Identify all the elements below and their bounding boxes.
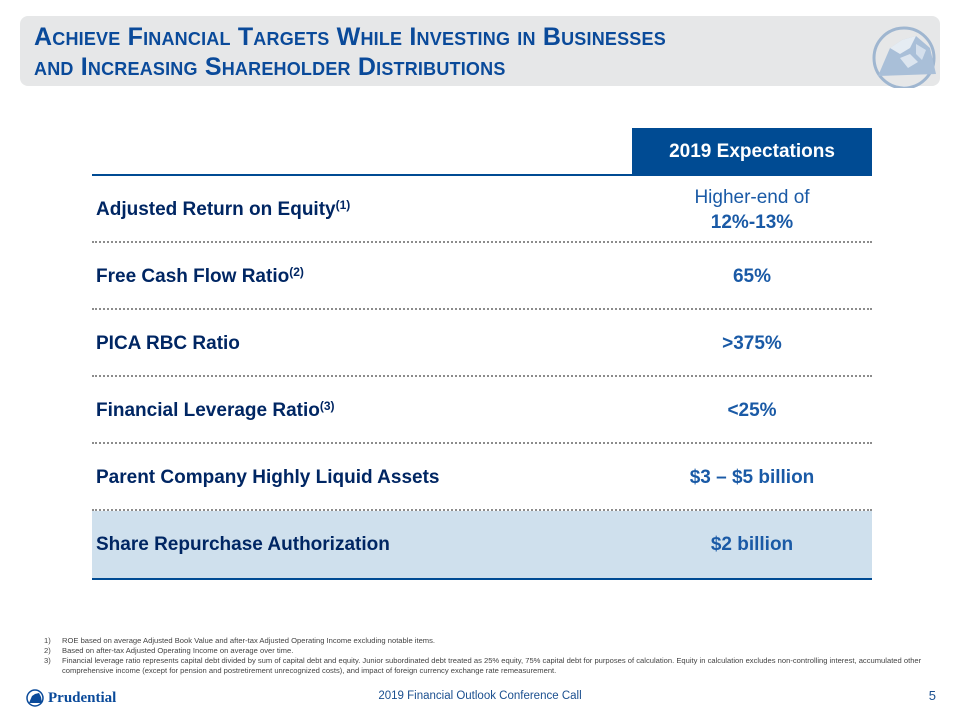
- dotted-divider: [92, 241, 872, 243]
- row-label: Parent Company Highly Liquid Assets: [96, 467, 440, 488]
- dotted-divider: [92, 308, 872, 310]
- table-row: Parent Company Highly Liquid Assets $3 –…: [92, 444, 872, 511]
- page-title: Achieve Financial Targets While Investin…: [34, 22, 854, 82]
- footnote: 3) Financial leverage ratio represents ca…: [44, 656, 922, 675]
- rock-of-gibraltar-icon: [872, 26, 936, 88]
- row-label: Share Repurchase Authorization: [96, 534, 390, 555]
- expectations-table: 2019 Expectations Adjusted Return on Equ…: [92, 128, 872, 580]
- table-bottom-divider: [92, 578, 872, 580]
- table-row: PICA RBC Ratio >375%: [92, 310, 872, 377]
- title-bar: [20, 16, 940, 86]
- table-row: Adjusted Return on Equity(1) Higher-end …: [92, 176, 872, 243]
- row-label: PICA RBC Ratio: [96, 333, 240, 354]
- table-header-row: 2019 Expectations: [92, 128, 872, 176]
- row-value: $3 – $5 billion: [689, 467, 815, 488]
- page-title-line2: and Increasing Shareholder Distributions: [34, 53, 506, 81]
- table-header-cell: 2019 Expectations: [632, 128, 872, 176]
- row-label: Financial Leverage Ratio(3): [96, 399, 335, 421]
- row-value: $2 billion: [710, 534, 794, 555]
- page-title-line1: Achieve Financial Targets While Investin…: [34, 23, 666, 51]
- row-value: 65%: [732, 266, 772, 287]
- page-number: 5: [928, 688, 936, 703]
- footer-title: 2019 Financial Outlook Conference Call: [378, 690, 582, 702]
- row-value: <25%: [727, 400, 777, 421]
- row-label: Adjusted Return on Equity(1): [96, 198, 351, 220]
- table-row: Free Cash Flow Ratio(2) 65%: [92, 243, 872, 310]
- dotted-divider: [92, 375, 872, 377]
- dotted-divider: [92, 442, 872, 444]
- row-value: Higher-end of 12%-13%: [694, 186, 810, 233]
- footnotes: 1) ROE based on average Adjusted Book Val…: [44, 636, 944, 676]
- header-divider: [92, 174, 872, 176]
- rock-logo-icon: [26, 689, 44, 707]
- row-label: Free Cash Flow Ratio(2): [96, 265, 304, 287]
- prudential-logo: Prudential: [26, 686, 136, 710]
- row-value: >375%: [722, 333, 782, 354]
- table-row: Financial Leverage Ratio(3) <25%: [92, 377, 872, 444]
- footnote: 1) ROE based on average Adjusted Book Val…: [44, 636, 436, 645]
- brand-name: Prudential: [48, 689, 117, 706]
- footnote: 2) Based on after-tax Adjusted Operating …: [44, 646, 294, 655]
- table-row-highlighted: Share Repurchase Authorization $2 billio…: [92, 511, 872, 578]
- dotted-divider: [92, 509, 872, 511]
